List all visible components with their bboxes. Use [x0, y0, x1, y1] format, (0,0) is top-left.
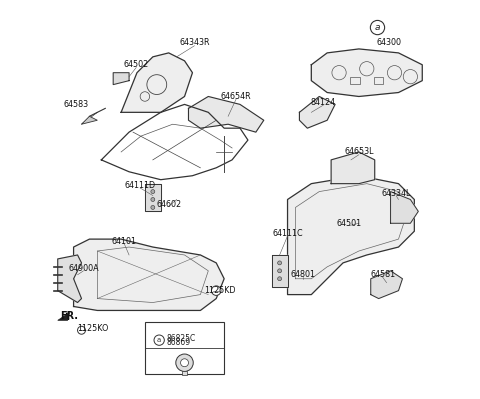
Polygon shape	[331, 152, 375, 184]
Text: 64602: 64602	[156, 200, 181, 209]
Circle shape	[151, 190, 155, 194]
Polygon shape	[272, 255, 288, 286]
Text: 1125KD: 1125KD	[204, 286, 236, 295]
Text: 64501: 64501	[336, 219, 361, 228]
Text: 64502: 64502	[123, 60, 149, 69]
Polygon shape	[391, 192, 418, 223]
Text: 64334L: 64334L	[382, 189, 411, 198]
Polygon shape	[288, 176, 414, 294]
Polygon shape	[189, 97, 264, 132]
Text: 64101: 64101	[112, 237, 137, 246]
Bar	[350, 77, 360, 84]
Circle shape	[78, 326, 85, 334]
Polygon shape	[58, 255, 82, 302]
Text: 64343R: 64343R	[179, 38, 210, 47]
Polygon shape	[73, 239, 224, 310]
Text: 64581: 64581	[370, 270, 395, 279]
Bar	[374, 77, 384, 84]
Circle shape	[277, 269, 282, 273]
Text: a: a	[157, 337, 161, 343]
Polygon shape	[371, 271, 402, 298]
Text: 86825C: 86825C	[167, 334, 196, 343]
Polygon shape	[58, 312, 70, 320]
Text: 64900A: 64900A	[68, 265, 99, 273]
Polygon shape	[121, 53, 192, 113]
Text: 84124: 84124	[311, 98, 336, 107]
Circle shape	[277, 261, 282, 265]
Text: 64653L: 64653L	[344, 148, 373, 156]
Text: a: a	[375, 23, 380, 32]
Polygon shape	[312, 49, 422, 97]
FancyBboxPatch shape	[145, 322, 224, 374]
Text: 64111D: 64111D	[125, 181, 156, 190]
Circle shape	[277, 277, 282, 281]
Circle shape	[180, 359, 189, 367]
Polygon shape	[82, 116, 97, 124]
Text: 64583: 64583	[63, 100, 88, 109]
Polygon shape	[300, 97, 335, 128]
Polygon shape	[145, 184, 161, 211]
Text: 86869: 86869	[167, 338, 191, 348]
Circle shape	[151, 198, 155, 201]
Circle shape	[212, 286, 221, 295]
Text: 64300: 64300	[376, 38, 401, 47]
Text: 64801: 64801	[291, 270, 316, 279]
Text: FR.: FR.	[60, 311, 78, 321]
Polygon shape	[113, 73, 129, 85]
Text: 64111C: 64111C	[272, 229, 303, 238]
Text: 1125KO: 1125KO	[77, 324, 108, 333]
Text: 64654R: 64654R	[221, 92, 252, 101]
Circle shape	[151, 205, 155, 209]
Circle shape	[176, 354, 193, 371]
Polygon shape	[182, 371, 187, 375]
